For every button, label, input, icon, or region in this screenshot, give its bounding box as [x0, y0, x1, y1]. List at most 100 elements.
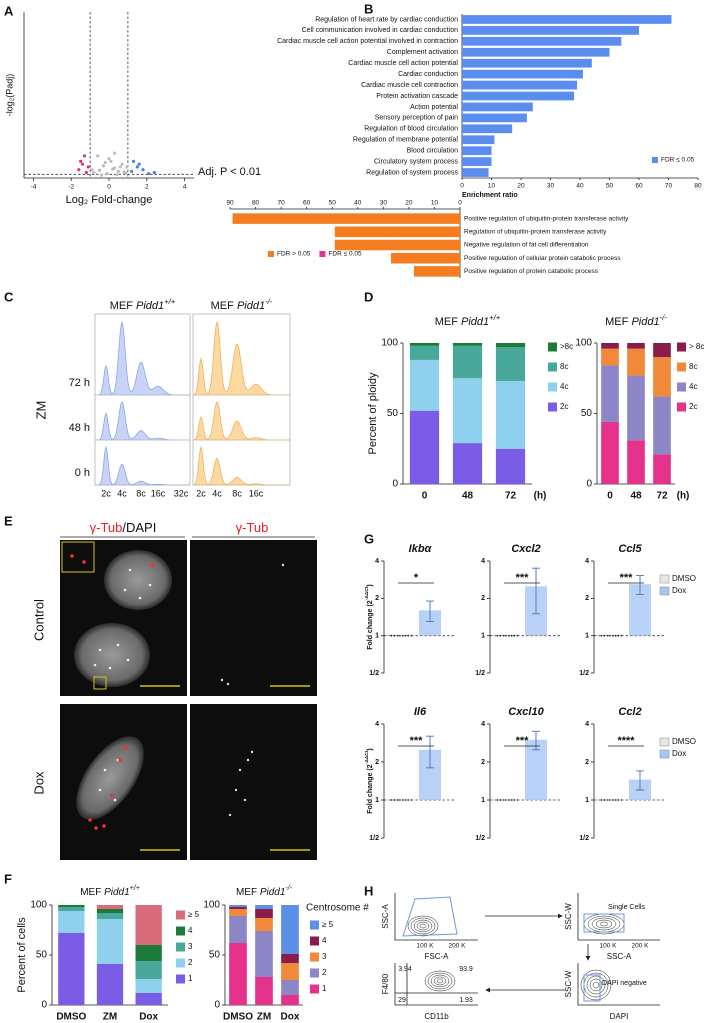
- point: [114, 173, 119, 177]
- bar-segment: [229, 909, 247, 916]
- legend-label: 2: [188, 958, 193, 967]
- legend-label: 4: [188, 926, 193, 935]
- x-tick-label: 48: [462, 491, 474, 502]
- contour: [592, 981, 600, 989]
- spot: [234, 788, 238, 792]
- bar-segment: [58, 911, 85, 933]
- category-label: Circulatory system process: [374, 158, 459, 165]
- panel-label: D: [364, 289, 373, 304]
- ploidy-label: 2c: [101, 488, 111, 498]
- bar-segment: [229, 907, 247, 909]
- legend-label: 4c: [689, 382, 697, 391]
- panel-label: A: [4, 3, 14, 18]
- x-tick-label: 0: [458, 200, 462, 207]
- bar-segment: [452, 343, 483, 346]
- bar-segment: [495, 381, 526, 449]
- legend-swatch: [652, 157, 658, 163]
- y-axis-label: Percent of ploidy: [367, 372, 379, 454]
- x-tick-label: 70: [277, 200, 285, 207]
- y-tick-label: 1: [375, 797, 379, 804]
- x-tick-label: 60: [303, 200, 311, 207]
- title: MEF Pidd1+/+: [435, 313, 501, 328]
- bar: [462, 15, 672, 24]
- bar-segment: [409, 359, 440, 411]
- legend-label: > 8c: [689, 342, 704, 351]
- centrosome: [70, 554, 74, 558]
- timepoint-label: 72 h: [69, 377, 90, 389]
- nucleus: [74, 623, 150, 687]
- x-tick-label: 50: [606, 183, 614, 190]
- plot-axes: [394, 893, 478, 941]
- contour: [586, 975, 606, 995]
- point: [90, 168, 94, 172]
- spot: [281, 563, 285, 567]
- centrosome: [150, 563, 154, 567]
- bar-segment: [653, 396, 671, 455]
- bar-segment: [495, 448, 526, 484]
- y-tick-label: 1/2: [369, 670, 379, 677]
- nucleus: [76, 736, 144, 820]
- bar: [629, 584, 651, 636]
- x-tick-label: 10: [431, 200, 439, 207]
- bar-segment: [409, 345, 440, 360]
- plot-axes: [577, 963, 660, 1006]
- bar-segment: [409, 410, 440, 484]
- bar: [462, 91, 575, 101]
- bar: [462, 157, 492, 166]
- legend-label: 4c: [560, 382, 568, 391]
- y-tick-label: 1/2: [369, 835, 379, 842]
- x-unit: (h): [677, 491, 690, 502]
- category-label: Regulation of system process: [366, 169, 458, 176]
- spot: [243, 798, 247, 802]
- x-tick-label: 2: [145, 184, 149, 191]
- ploidy-label: 2c: [196, 488, 206, 498]
- y-axis-label: F4/80: [381, 973, 390, 994]
- bar-segment: [229, 943, 247, 1005]
- x-tick-label: 200 K: [449, 943, 467, 950]
- title-prefix: MEF: [211, 300, 235, 312]
- bar: [462, 135, 495, 145]
- error-bar: [532, 567, 540, 615]
- x-tick-label: 80: [694, 183, 702, 190]
- category-label: Regulation of membrane potential: [353, 137, 459, 144]
- category-label: Action potential: [410, 104, 458, 111]
- nucleus: [104, 550, 172, 610]
- category-label: Protein activation cascade: [376, 93, 458, 100]
- bar: [334, 226, 460, 238]
- histogram: [192, 401, 290, 441]
- legend-label: 2: [322, 968, 327, 977]
- legend-swatch: [677, 402, 686, 412]
- quadrant-value: 93.9: [459, 966, 473, 973]
- bar-segment: [495, 347, 526, 382]
- error-bar: [532, 730, 540, 751]
- spot: [98, 788, 102, 792]
- y-axis-label-exponent: -ΔΔCt: [364, 586, 370, 600]
- legend-label: >8c: [560, 342, 573, 351]
- bar: [462, 113, 527, 123]
- contour: [410, 917, 436, 935]
- y-axis-label: SSC-W: [564, 970, 573, 997]
- contour: [580, 969, 612, 1001]
- point: [135, 165, 139, 169]
- bar: [462, 80, 578, 90]
- bar-segment: [255, 909, 273, 918]
- legend-swatch: [268, 251, 274, 257]
- legend-swatch: [548, 362, 557, 372]
- y-tick-label: 2: [585, 759, 589, 766]
- centrosome: [110, 793, 114, 797]
- bar-segment: [58, 907, 85, 911]
- centrosome: [118, 758, 122, 762]
- title-allele: +/+: [130, 885, 140, 892]
- legend-label: 2c: [689, 402, 697, 411]
- plot-axes: [577, 893, 660, 941]
- y-tick-label: 50: [581, 408, 593, 419]
- title-gene: Pidd1: [136, 300, 164, 312]
- y-tick-label: 2: [375, 759, 379, 766]
- bar: [462, 124, 513, 134]
- y-tick-label: 100: [30, 900, 47, 911]
- contour: [430, 974, 450, 988]
- ploidy-label: 8c: [232, 488, 242, 498]
- column-heading-part: γ-Tub: [90, 520, 123, 535]
- bar-segment: [627, 348, 645, 376]
